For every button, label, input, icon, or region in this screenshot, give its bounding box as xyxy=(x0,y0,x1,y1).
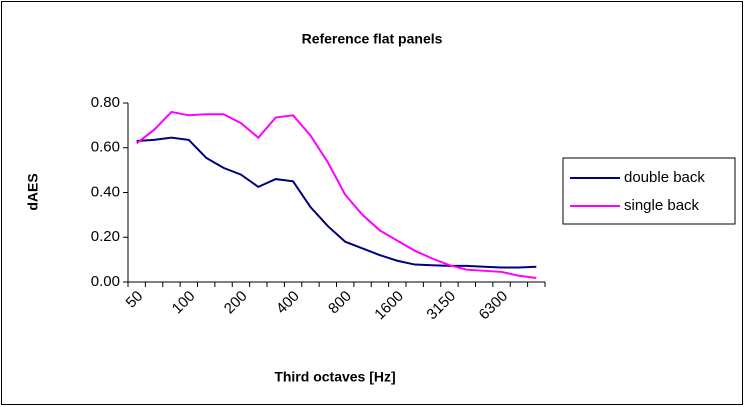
legend-label: double back xyxy=(624,169,705,186)
y-tick-label: 0.40 xyxy=(91,183,120,200)
legend-box xyxy=(562,157,736,225)
data-line xyxy=(136,136,537,269)
x-axis-label: Third octaves [Hz] xyxy=(274,369,395,385)
y-tick-label: 0.00 xyxy=(91,273,120,290)
legend-label: single back xyxy=(624,197,700,214)
y-axis-label: dAES xyxy=(25,173,41,210)
chart-title: Reference flat panels xyxy=(302,31,443,47)
y-tick-label: 0.20 xyxy=(91,228,120,245)
y-tick-label: 0.80 xyxy=(91,94,120,111)
data-line xyxy=(136,110,537,279)
y-tick-label: 0.60 xyxy=(91,139,120,156)
